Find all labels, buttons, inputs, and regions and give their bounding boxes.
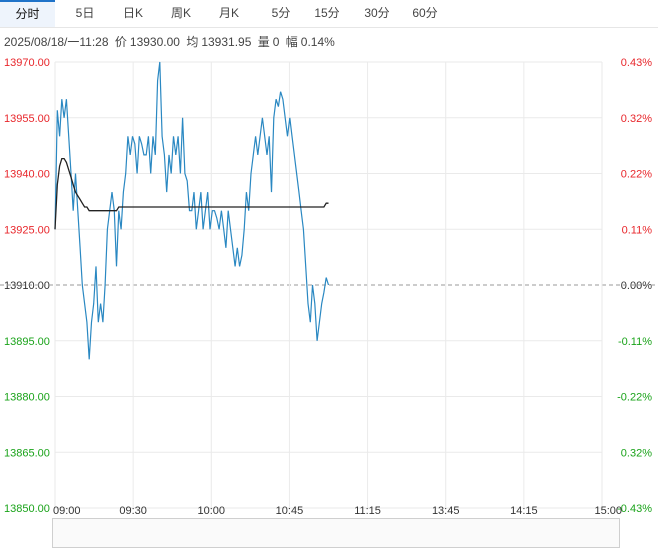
y-tick-label-left: 13865.00 (4, 447, 50, 459)
x-tick-label: 10:00 (198, 505, 226, 517)
x-tick-label: 11:15 (354, 505, 381, 517)
tab-monthly-k[interactable]: 月K (218, 6, 239, 20)
avg-label: 均 (186, 35, 199, 49)
x-tick-label: 09:30 (119, 505, 147, 517)
tab-daily-k[interactable]: 日K (122, 6, 143, 20)
average-price-line (54, 157, 329, 230)
y-tick-label-left: 13880.00 (4, 392, 50, 404)
quote-datetime: 2025/08/18/一11:28 (4, 35, 109, 49)
y-tick-label-right: 0.32% (621, 447, 652, 459)
volume-label: 量 (257, 35, 270, 49)
tab-intraday[interactable]: 分时 (0, 0, 55, 27)
tab-60min[interactable]: 60分 (412, 6, 438, 20)
y-tick-label-right: 0.11% (622, 224, 653, 236)
y-tick-label-right: 0.43% (621, 57, 652, 69)
x-tick-label: 14:15 (510, 505, 538, 517)
y-tick-label-left: 13940.00 (4, 169, 50, 181)
y-tick-label-left: 13970.00 (4, 57, 50, 69)
avg-value: 13931.95 (201, 35, 252, 49)
price-value: 13930.00 (129, 35, 180, 49)
y-tick-label-left: 13925.00 (4, 224, 50, 236)
tab-5day[interactable]: 5日 (75, 6, 95, 20)
y-tick-label-right: 0.00% (621, 280, 652, 292)
tab-weekly-k[interactable]: 周K (170, 6, 191, 20)
change-value: 0.14% (300, 35, 335, 49)
y-tick-label-right: 0.22% (621, 169, 652, 181)
volume-value: 0 (272, 35, 280, 49)
y-tick-label-right: 0.32% (621, 113, 652, 125)
price-label: 价 (114, 35, 127, 49)
tab-5min[interactable]: 5分 (271, 6, 291, 20)
y-tick-label-right: -0.11% (618, 336, 652, 348)
change-label: 幅 (285, 35, 298, 49)
y-tick-label-right: -0.22% (617, 392, 652, 404)
date-navigator[interactable] (52, 518, 620, 548)
y-tick-label-left: 13895.00 (4, 336, 50, 348)
tab-30min[interactable]: 30分 (364, 6, 390, 20)
x-tick-label: 09:00 (53, 505, 81, 517)
x-tick-label: 10:45 (276, 505, 304, 517)
period-tab-bar: 分时 5日 日K 周K 月K 5分 15分 30分 60分 (0, 0, 658, 28)
y-tick-label-left: 13850.00 (4, 503, 50, 515)
y-tick-label-left: 13910.00 (4, 280, 50, 292)
y-tick-label-left: 13955.00 (4, 113, 50, 125)
x-tick-label: 13:45 (432, 505, 460, 517)
y-tick-label-right: -0.43% (617, 503, 652, 515)
price-line (54, 61, 330, 360)
tab-15min[interactable]: 15分 (314, 6, 340, 20)
x-tick-label: 15:00 (594, 505, 622, 517)
